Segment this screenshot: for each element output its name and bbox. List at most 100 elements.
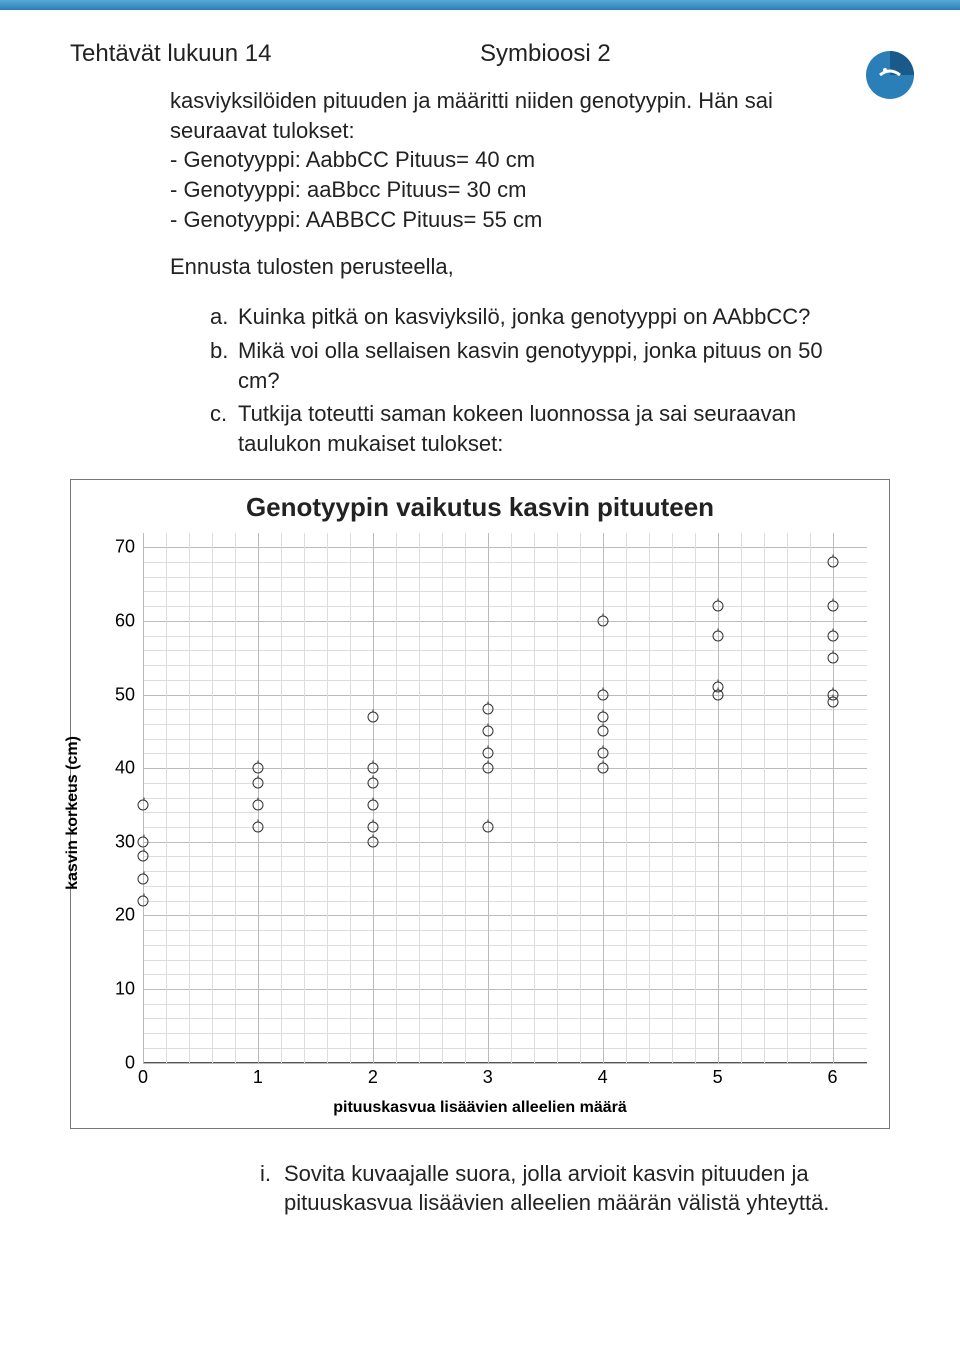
data-point xyxy=(252,777,263,788)
gridline-v-minor xyxy=(810,533,811,1063)
y-tick-label: 60 xyxy=(115,610,135,631)
data-point xyxy=(712,601,723,612)
gridline-h-minor xyxy=(143,930,867,931)
x-tick-label: 0 xyxy=(138,1067,148,1088)
y-tick-label: 70 xyxy=(115,537,135,558)
gridline-v-minor xyxy=(764,533,765,1063)
gridline-h-major xyxy=(143,547,867,548)
gridline-v-minor xyxy=(511,533,512,1063)
genotype-results: - Genotyyppi: AabbCC Pituus= 40 cm- Geno… xyxy=(170,145,830,234)
y-tick-label: 40 xyxy=(115,758,135,779)
gridline-v-minor xyxy=(281,533,282,1063)
data-point xyxy=(367,777,378,788)
top-accent-bar xyxy=(0,0,960,10)
gridline-v-minor xyxy=(580,533,581,1063)
gridline-h-minor xyxy=(143,591,867,592)
gridline-v-minor xyxy=(350,533,351,1063)
gridline-h-minor xyxy=(143,680,867,681)
question-item: a.Kuinka pitkä on kasviyksilö, jonka gen… xyxy=(210,302,830,332)
footer-letter: i. xyxy=(260,1159,284,1218)
gridline-h-minor xyxy=(143,606,867,607)
gridline-h-major xyxy=(143,989,867,990)
gridline-h-minor xyxy=(143,871,867,872)
gridline-v-minor xyxy=(327,533,328,1063)
question-list: a.Kuinka pitkä on kasviyksilö, jonka gen… xyxy=(210,302,830,458)
gridline-v-major xyxy=(603,533,604,1063)
data-point xyxy=(138,873,149,884)
header-right: Symbioosi 2 xyxy=(480,40,890,68)
gridline-h-minor xyxy=(143,724,867,725)
gridline-h-minor xyxy=(143,562,867,563)
gridline-v-minor xyxy=(741,533,742,1063)
x-tick-label: 4 xyxy=(598,1067,608,1088)
data-point xyxy=(827,630,838,641)
result-line: - Genotyyppi: aaBbcc Pituus= 30 cm xyxy=(170,175,830,205)
x-tick-label: 2 xyxy=(368,1067,378,1088)
question-text: Kuinka pitkä on kasviyksilö, jonka genot… xyxy=(238,302,830,332)
data-point xyxy=(367,711,378,722)
gridline-h-major xyxy=(143,695,867,696)
gridline-h-minor xyxy=(143,886,867,887)
gridline-h-minor xyxy=(143,856,867,857)
gridline-h-minor xyxy=(143,1018,867,1019)
gridline-v-minor xyxy=(304,533,305,1063)
data-point xyxy=(138,836,149,847)
gridline-v-minor xyxy=(396,533,397,1063)
page-content: Tehtävät lukuun 14 Symbioosi 2 kasviyksi… xyxy=(0,10,960,1278)
data-point xyxy=(482,704,493,715)
gridline-v-minor xyxy=(672,533,673,1063)
question-item: b.Mikä voi olla sellaisen kasvin genotyy… xyxy=(210,336,830,395)
gridline-h-minor xyxy=(143,739,867,740)
gridline-v-minor xyxy=(419,533,420,1063)
data-point xyxy=(252,822,263,833)
gridline-h-minor xyxy=(143,1004,867,1005)
data-point xyxy=(712,689,723,700)
y-tick-label: 20 xyxy=(115,905,135,926)
x-axis-label: pituuskasvua lisäävien alleelien määrä xyxy=(83,1099,877,1117)
page-header: Tehtävät lukuun 14 Symbioosi 2 xyxy=(70,40,890,68)
data-point xyxy=(597,726,608,737)
y-tick-label: 30 xyxy=(115,831,135,852)
footer-text: Sovita kuvaajalle suora, jolla arvioit k… xyxy=(284,1159,880,1218)
y-axis-label: kasvin korkeus (cm) xyxy=(64,736,82,890)
data-point xyxy=(597,748,608,759)
data-point xyxy=(482,763,493,774)
gridline-v-minor xyxy=(166,533,167,1063)
gridline-v-major xyxy=(718,533,719,1063)
data-point xyxy=(252,799,263,810)
data-point xyxy=(597,615,608,626)
gridline-h-minor xyxy=(143,753,867,754)
data-point xyxy=(827,652,838,663)
data-point xyxy=(827,696,838,707)
gridline-h-minor xyxy=(143,709,867,710)
gridline-v-minor xyxy=(212,533,213,1063)
y-tick-label: 10 xyxy=(115,978,135,999)
gridline-h-minor xyxy=(143,636,867,637)
gridline-h-minor xyxy=(143,650,867,651)
data-point xyxy=(827,601,838,612)
gridline-h-major xyxy=(143,1063,867,1064)
data-point xyxy=(482,822,493,833)
data-point xyxy=(597,763,608,774)
gridline-h-major xyxy=(143,621,867,622)
data-point xyxy=(597,689,608,700)
data-point xyxy=(252,763,263,774)
predict-line: Ennusta tulosten perusteella, xyxy=(170,252,830,282)
chart-title: Genotyypin vaikutus kasvin pituuteen xyxy=(83,492,877,523)
question-text: Mikä voi olla sellaisen kasvin genotyypp… xyxy=(238,336,830,395)
gridline-v-minor xyxy=(189,533,190,1063)
data-point xyxy=(367,763,378,774)
data-point xyxy=(482,726,493,737)
gridline-v-minor xyxy=(465,533,466,1063)
data-point xyxy=(482,748,493,759)
question-letter: c. xyxy=(210,399,238,458)
gridline-h-major xyxy=(143,915,867,916)
data-point xyxy=(367,822,378,833)
gridline-v-minor xyxy=(557,533,558,1063)
gridline-v-minor xyxy=(695,533,696,1063)
data-point xyxy=(367,836,378,847)
gridline-v-major xyxy=(488,533,489,1063)
header-left: Tehtävät lukuun 14 xyxy=(70,40,480,68)
gridline-h-minor xyxy=(143,1048,867,1049)
gridline-v-minor xyxy=(787,533,788,1063)
